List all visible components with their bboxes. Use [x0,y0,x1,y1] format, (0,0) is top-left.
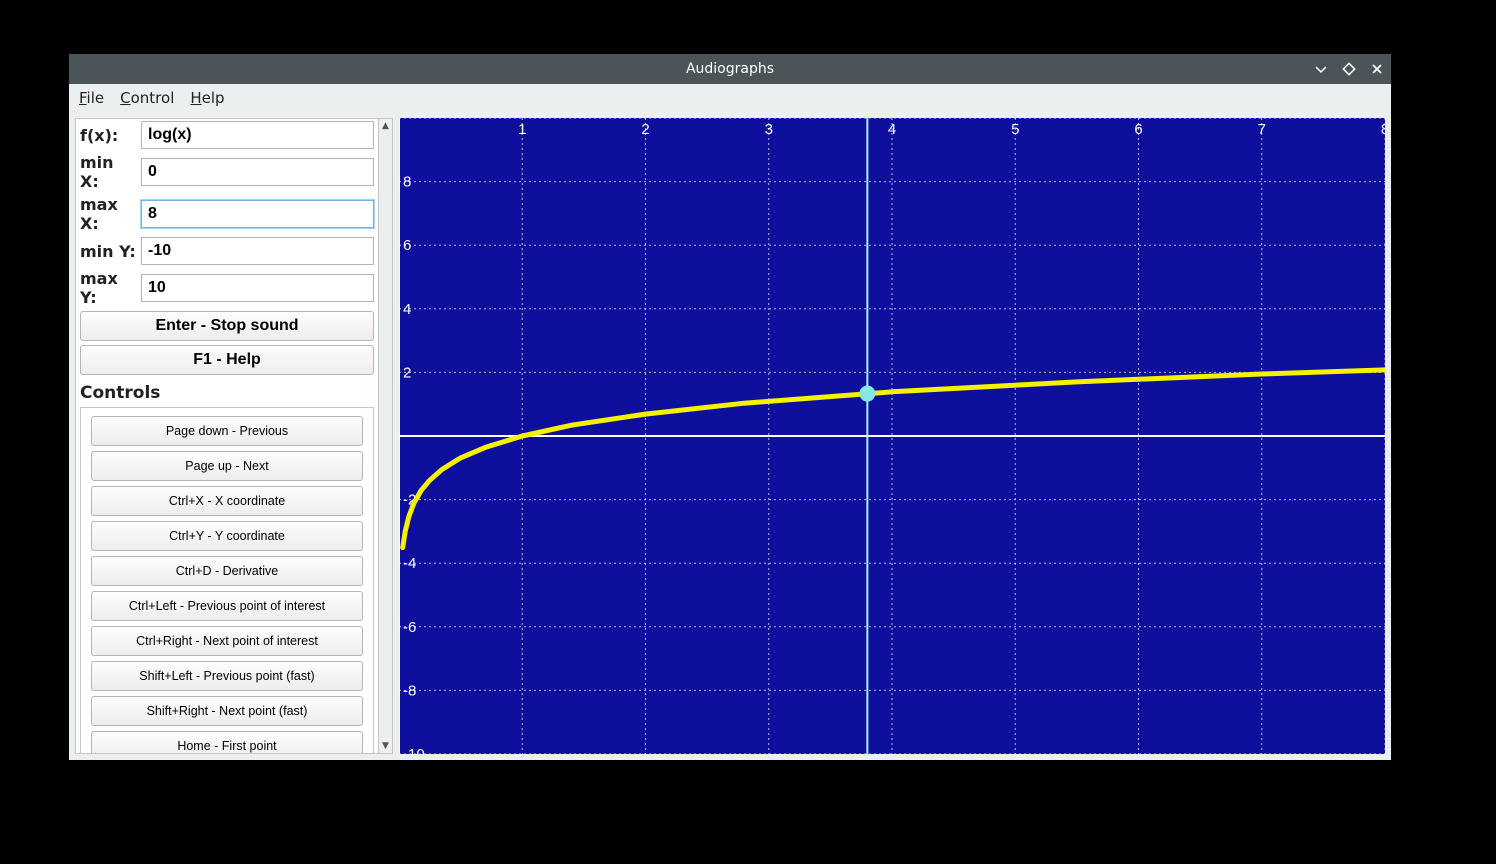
svg-text:2: 2 [641,121,649,138]
maximize-icon[interactable] [1341,61,1357,77]
row-minx: min X: [80,153,374,191]
svg-text:-4: -4 [403,555,416,572]
ctrl-page-up[interactable]: Page up - Next [91,451,363,481]
svg-text:-10: -10 [403,746,425,754]
ctrl-prev-poi[interactable]: Ctrl+Left - Previous point of interest [91,591,363,621]
svg-text:7: 7 [1258,121,1266,138]
scroll-down-icon[interactable]: ▼ [379,739,392,753]
ctrl-next-poi[interactable]: Ctrl+Right - Next point of interest [91,626,363,656]
body-area: f(x): min X: max X: min Y: max Y: [69,112,1391,760]
window-title: Audiographs [686,61,774,77]
svg-text:6: 6 [1134,121,1142,138]
menu-control[interactable]: Control [114,87,180,109]
menu-file[interactable]: File [73,87,110,109]
label-minx: min X: [80,153,137,191]
row-maxy: max Y: [80,269,374,307]
svg-text:-6: -6 [403,619,416,636]
controls-title: Controls [80,379,374,407]
svg-text:-8: -8 [403,682,416,699]
plot-svg: 12345678-10-8-6-4-22468 [399,118,1385,754]
menubar: File Control Help [69,84,1391,112]
svg-text:4: 4 [888,121,896,138]
app-window: Audiographs File Control Help f(x): [69,54,1391,760]
svg-text:4: 4 [403,301,411,318]
titlebar: Audiographs [69,54,1391,84]
input-miny[interactable] [141,237,374,265]
help-button[interactable]: F1 - Help [80,345,374,375]
svg-text:2: 2 [403,364,411,381]
sidebar: f(x): min X: max X: min Y: max Y: [75,118,379,754]
row-maxx: max X: [80,195,374,233]
svg-text:8: 8 [1381,121,1385,138]
controls-panel: Page down - Previous Page up - Next Ctrl… [80,407,374,754]
input-maxx[interactable] [141,200,374,228]
label-fx: f(x): [80,126,137,145]
svg-text:1: 1 [518,121,526,138]
input-minx[interactable] [141,158,374,186]
svg-text:6: 6 [403,237,411,254]
svg-text:8: 8 [403,174,411,191]
minimize-icon[interactable] [1313,61,1329,77]
menu-help[interactable]: Help [184,87,230,109]
close-icon[interactable] [1369,61,1385,77]
ctrl-derivative[interactable]: Ctrl+D - Derivative [91,556,363,586]
enter-button[interactable]: Enter - Stop sound [80,311,374,341]
row-miny: min Y: [80,237,374,265]
menu-control-rest: ontrol [131,89,175,107]
label-maxy: max Y: [80,269,137,307]
svg-text:5: 5 [1011,121,1019,138]
ctrl-x-coord[interactable]: Ctrl+X - X coordinate [91,486,363,516]
label-maxx: max X: [80,195,137,233]
ctrl-home[interactable]: Home - First point [91,731,363,754]
ctrl-y-coord[interactable]: Ctrl+Y - Y coordinate [91,521,363,551]
row-fx: f(x): [80,121,374,149]
svg-text:3: 3 [765,121,773,138]
input-maxy[interactable] [141,274,374,302]
menu-help-rest: elp [202,89,225,107]
plot-area[interactable]: 12345678-10-8-6-4-22468 [399,118,1385,754]
ctrl-next-fast[interactable]: Shift+Right - Next point (fast) [91,696,363,726]
label-miny: min Y: [80,242,137,261]
sidebar-wrap: f(x): min X: max X: min Y: max Y: [75,118,393,754]
scroll-up-icon[interactable]: ▲ [379,119,392,133]
input-fx[interactable] [141,121,374,149]
sidebar-scrollbar[interactable]: ▲ ▼ [379,118,393,754]
menu-file-rest: ile [87,89,105,107]
window-controls [1313,54,1385,84]
ctrl-prev-fast[interactable]: Shift+Left - Previous point (fast) [91,661,363,691]
ctrl-page-down[interactable]: Page down - Previous [91,416,363,446]
